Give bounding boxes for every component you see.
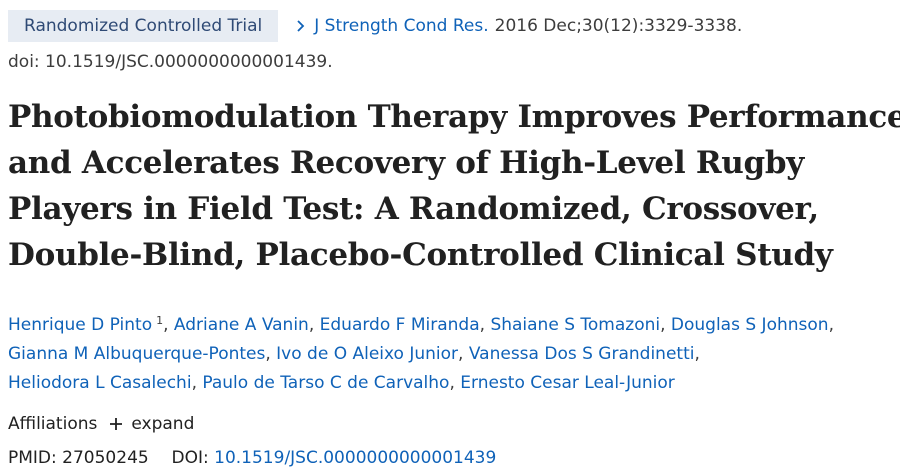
author-row: Henrique D Pinto 1, Adriane A Vanin, Edua… — [8, 314, 834, 335]
title-line: and Accelerates Recovery of High-Level R… — [8, 145, 804, 181]
author-link[interactable]: Gianna M Albuquerque-Pontes — [8, 344, 266, 364]
author-link[interactable]: Ivo de O Aleixo Junior — [276, 344, 459, 364]
affiliations-label: Affiliations — [8, 414, 98, 434]
journal-name: J Strength Cond Res. — [314, 16, 489, 36]
author-link[interactable]: Adriane A Vanin — [173, 315, 309, 335]
author-link[interactable]: Heliodora L Casalechi — [8, 373, 192, 393]
author-row: Heliodora L Casalechi, Paulo de Tarso C … — [8, 373, 675, 393]
publication-type-badge: Randomized Controlled Trial — [8, 10, 279, 42]
pmid-value: 27050245 — [62, 448, 149, 468]
affiliation-superscript[interactable]: 1 — [156, 314, 164, 327]
article-title: Photobiomodulation Therapy Improves Perf… — [8, 94, 900, 278]
pmid-label: PMID: — [8, 448, 57, 468]
expand-affiliations-button[interactable]: expand — [109, 414, 194, 434]
title-line: Players in Field Test: A Randomized, Cro… — [8, 191, 819, 227]
author-link[interactable]: Shaiane S Tomazoni — [490, 315, 661, 335]
plus-icon — [110, 418, 123, 430]
affiliations-row: Affiliations expand — [8, 414, 194, 434]
title-line: Double-Blind, Placebo-Controlled Clinica… — [8, 237, 833, 273]
citation-details: 2016 Dec;30(12):3329-3338. — [494, 16, 743, 36]
journal-link[interactable]: J Strength Cond Res. — [294, 16, 489, 36]
title-line: Photobiomodulation Therapy Improves Perf… — [8, 99, 900, 135]
author-link[interactable]: Douglas S Johnson — [670, 315, 829, 335]
author-link[interactable]: Ernesto Cesar Leal-Junior — [460, 373, 675, 393]
expand-label: expand — [131, 414, 195, 434]
author-link[interactable]: Eduardo F Miranda — [319, 315, 480, 335]
author-row: Gianna M Albuquerque-Pontes, Ivo de O Al… — [8, 344, 700, 364]
doi-label: DOI: — [171, 448, 209, 468]
author-link[interactable]: Paulo de Tarso C de Carvalho — [202, 373, 450, 393]
author-link[interactable]: Henrique D Pinto — [8, 315, 153, 335]
author-link[interactable]: Vanessa Dos S Grandinetti — [468, 344, 695, 364]
chevron-right-icon — [297, 20, 305, 32]
doi-line: doi: 10.1519/JSC.0000000000001439. — [8, 52, 333, 72]
author-list: Henrique D Pinto 1, Adriane A Vanin, Edua… — [8, 306, 898, 398]
identifiers-row: PMID: 27050245 DOI: 10.1519/JSC.00000000… — [8, 448, 496, 468]
doi-link[interactable]: 10.1519/JSC.0000000000001439 — [214, 448, 497, 468]
citation-header: Randomized Controlled Trial J Strength C… — [8, 10, 742, 42]
